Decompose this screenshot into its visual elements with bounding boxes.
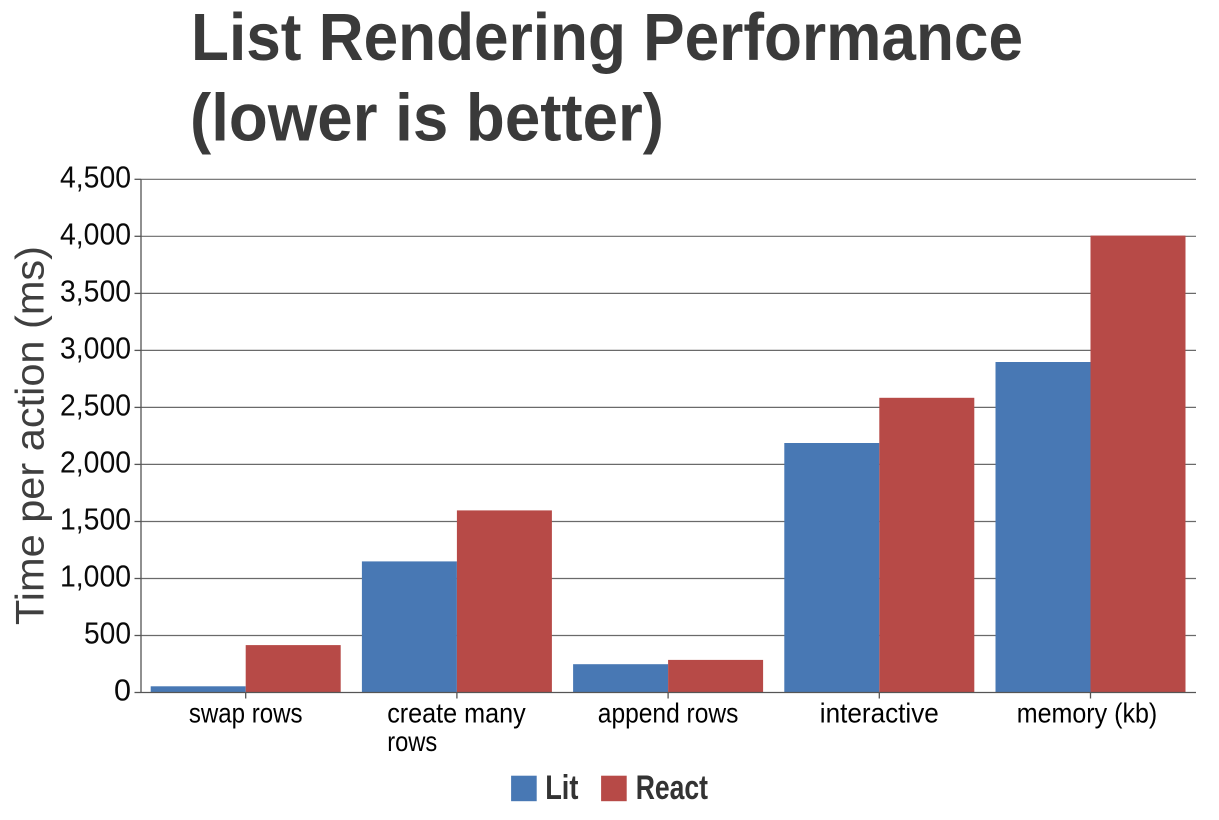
- svg-text:append rows: append rows: [598, 698, 739, 729]
- svg-text:(lower is better): (lower is better): [190, 81, 664, 156]
- svg-text:2,000: 2,000: [60, 444, 131, 479]
- svg-text:Time per action (ms): Time per action (ms): [9, 246, 53, 625]
- svg-text:3,000: 3,000: [60, 330, 131, 365]
- svg-text:Lit: Lit: [545, 769, 578, 807]
- svg-text:2,500: 2,500: [60, 387, 131, 422]
- svg-text:500: 500: [84, 616, 131, 651]
- svg-text:create many: create many: [387, 698, 526, 729]
- svg-text:List Rendering Performance: List Rendering Performance: [191, 0, 1023, 75]
- svg-text:swap rows: swap rows: [189, 698, 303, 729]
- svg-text:4,000: 4,000: [60, 216, 131, 251]
- svg-text:1,500: 1,500: [60, 502, 131, 537]
- svg-text:React: React: [636, 769, 708, 807]
- svg-text:0: 0: [114, 673, 131, 708]
- svg-text:3,500: 3,500: [60, 273, 131, 308]
- svg-text:4,500: 4,500: [60, 159, 131, 194]
- svg-text:interactive: interactive: [820, 698, 939, 729]
- svg-text:1,000: 1,000: [60, 559, 131, 594]
- svg-text:rows: rows: [387, 726, 437, 757]
- svg-text:memory (kb): memory (kb): [1017, 698, 1158, 729]
